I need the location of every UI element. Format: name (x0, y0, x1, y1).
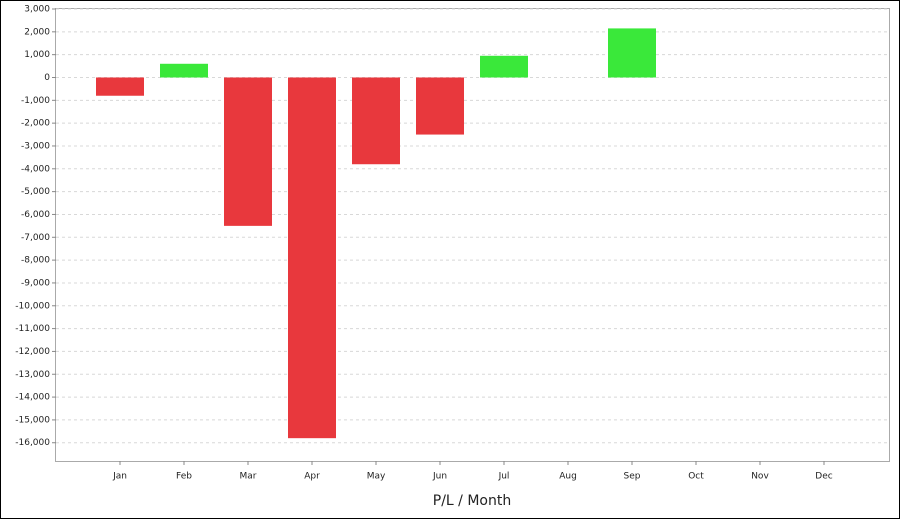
x-tick-label: Jan (112, 472, 127, 482)
y-tick-label: -4,000 (21, 164, 50, 174)
bar (416, 77, 464, 135)
bar (288, 77, 336, 439)
x-tick-label: Apr (304, 472, 320, 482)
bar (160, 63, 208, 78)
x-tick-label: Nov (751, 472, 769, 482)
x-tick-label: Mar (240, 472, 257, 482)
y-tick-label: -12,000 (15, 347, 50, 357)
y-tick-label: 3,000 (24, 5, 50, 15)
y-tick-label: -10,000 (15, 301, 50, 311)
bar (480, 55, 528, 78)
y-tick-label: -13,000 (15, 370, 50, 380)
y-tick-label: -7,000 (21, 233, 50, 243)
y-tick-label: 2,000 (24, 27, 50, 37)
x-tick-label: May (367, 472, 386, 482)
y-tick-label: 0 (44, 73, 50, 83)
y-tick-label: 1,000 (24, 50, 50, 60)
plot-area (55, 8, 890, 462)
y-tick-label: -8,000 (21, 256, 50, 266)
y-tick-label: -14,000 (15, 393, 50, 403)
y-tick-label: -3,000 (21, 141, 50, 151)
x-tick-label: Oct (688, 472, 704, 482)
y-tick-label: -1,000 (21, 96, 50, 106)
x-tick-label: Jun (432, 472, 447, 482)
x-tick-label: Aug (559, 472, 577, 482)
y-tick-label: -6,000 (21, 210, 50, 220)
y-tick-label: -15,000 (15, 415, 50, 425)
x-tick-label: Feb (176, 472, 192, 482)
x-tick-label: Jul (498, 472, 510, 482)
y-tick-label: -2,000 (21, 119, 50, 129)
x-axis-label: P/L / Month (433, 493, 511, 509)
bar (96, 77, 144, 96)
bar (608, 28, 656, 78)
y-tick-label: -5,000 (21, 187, 50, 197)
y-tick-label: -9,000 (21, 278, 50, 288)
y-tick-label: -11,000 (15, 324, 50, 334)
bar (352, 77, 400, 165)
bar (224, 77, 272, 226)
y-tick-label: -16,000 (15, 438, 50, 448)
x-tick-label: Sep (624, 472, 641, 482)
x-tick-label: Dec (815, 472, 832, 482)
